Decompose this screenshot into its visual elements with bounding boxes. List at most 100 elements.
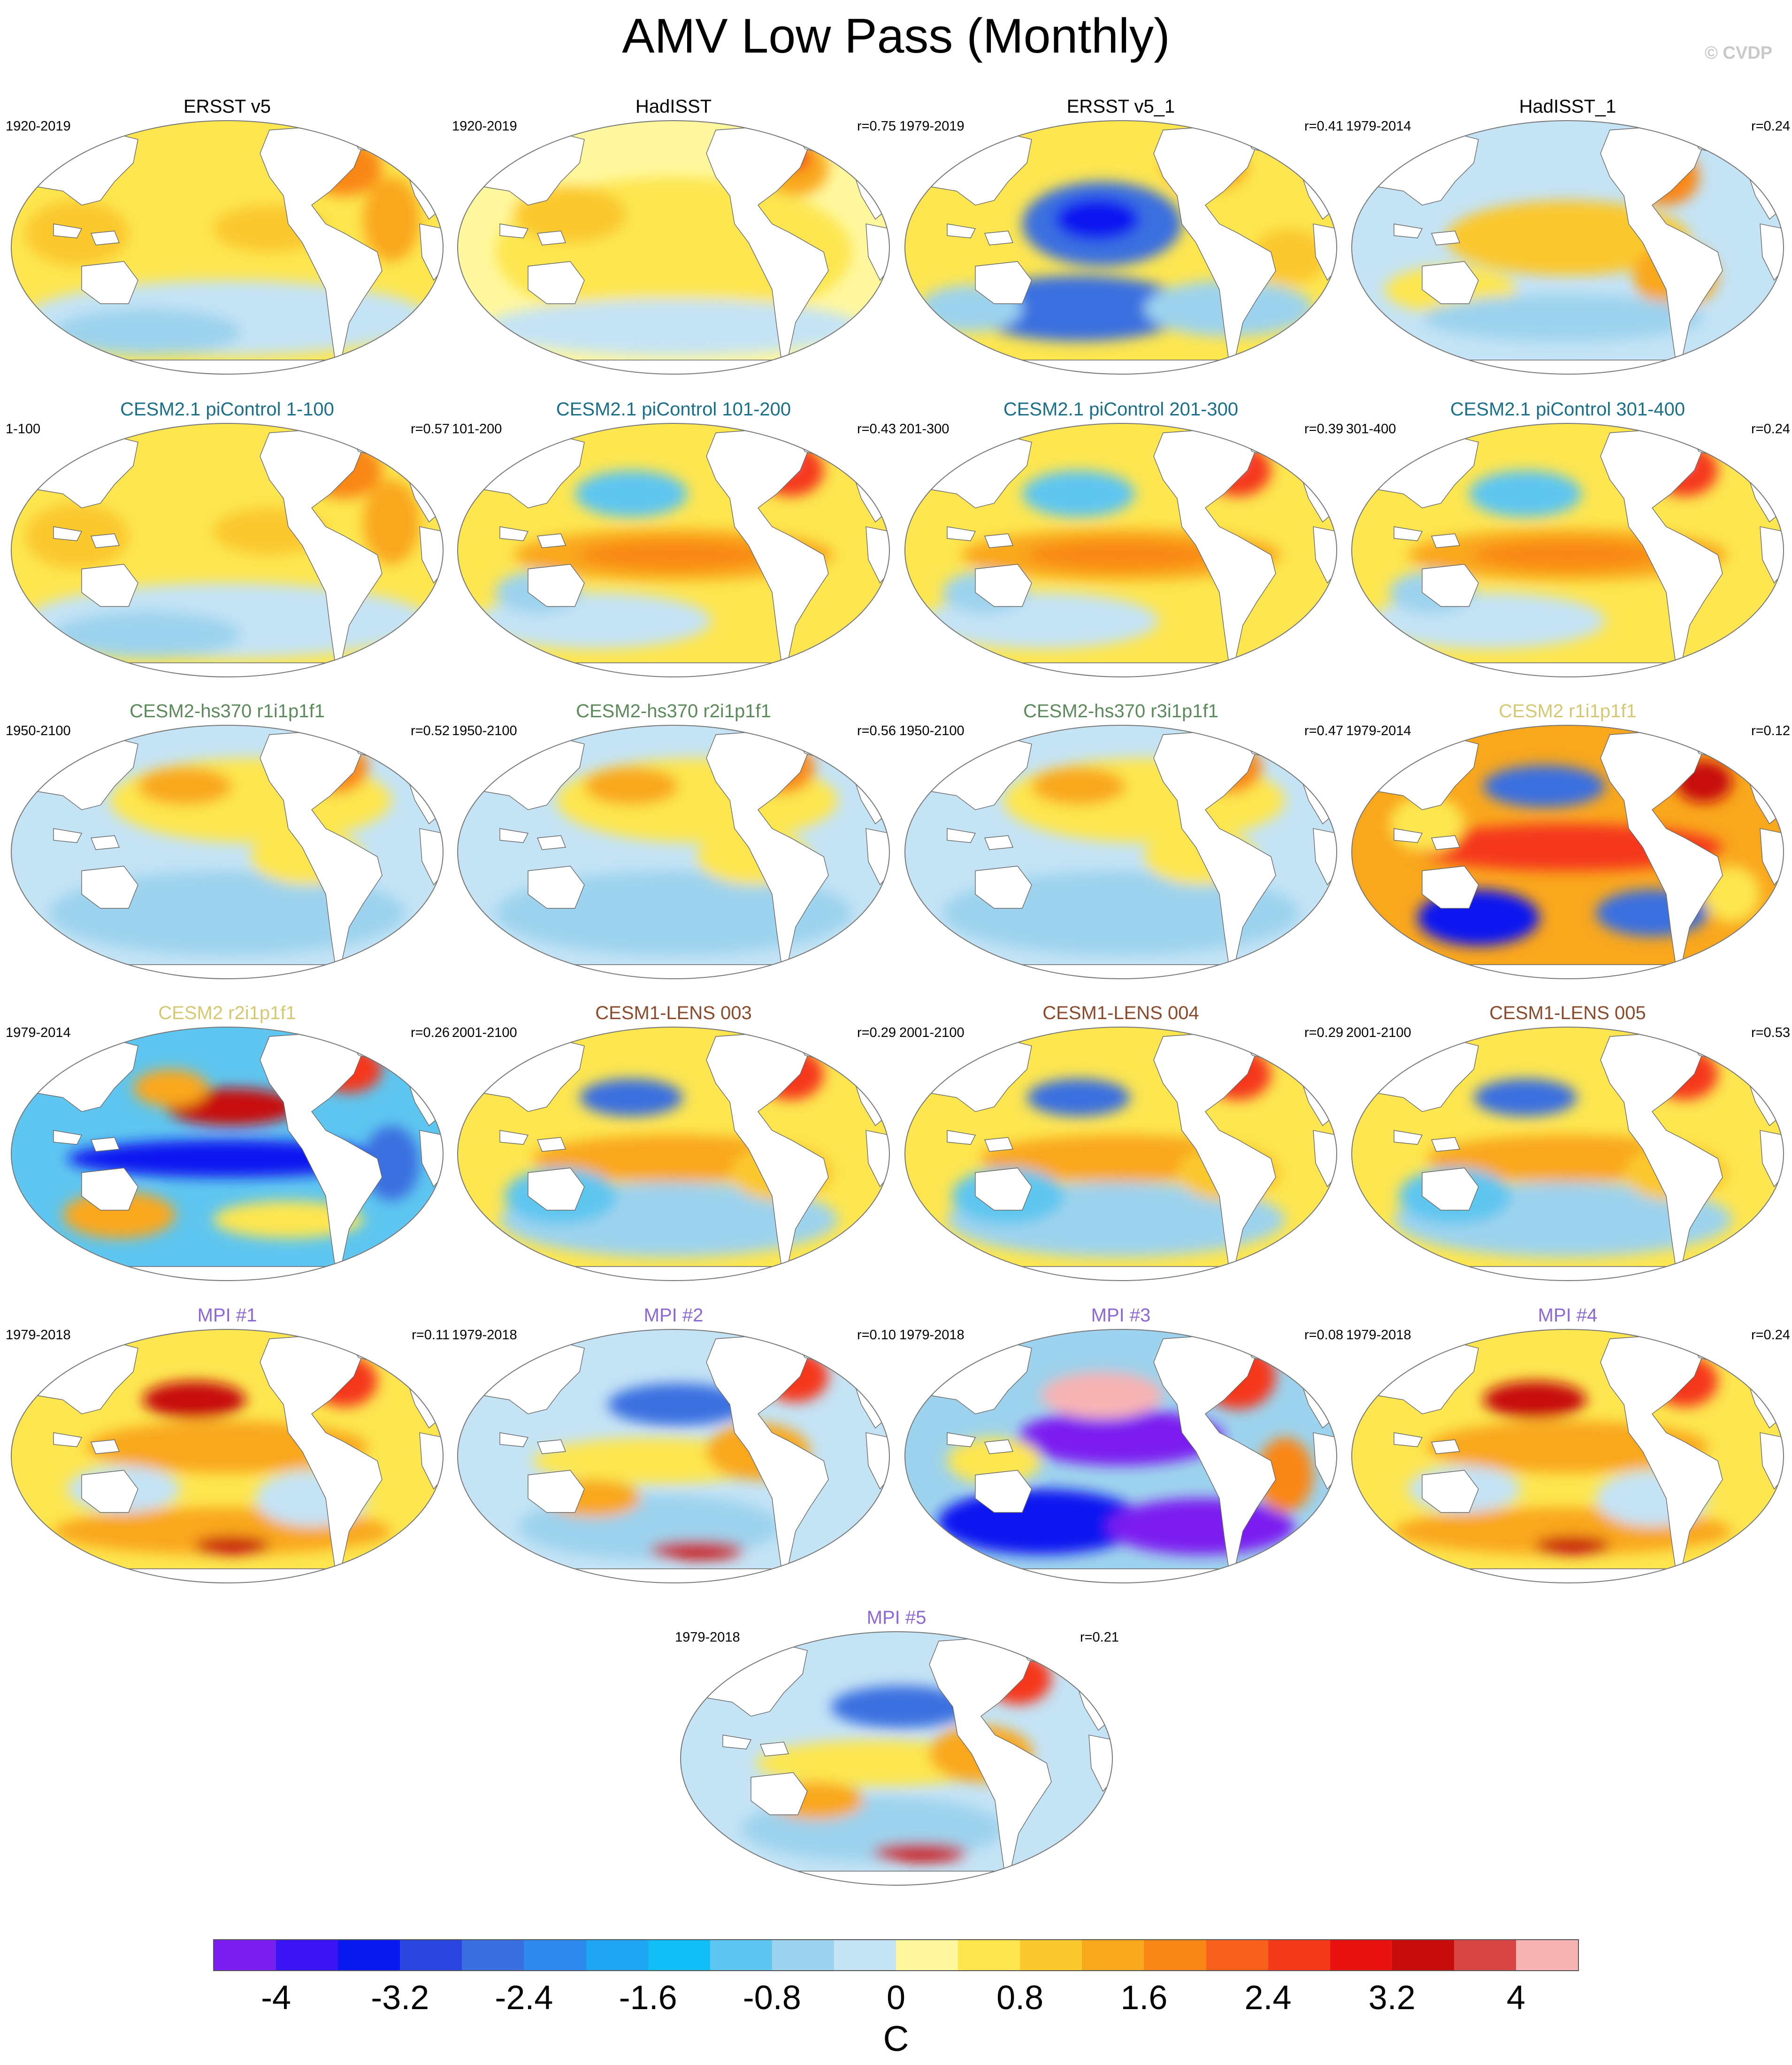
robinson-sst-map	[457, 120, 890, 375]
map-panel: HadISST 1920-2019 r=0.75	[452, 96, 896, 378]
panel-correlation: r=0.39	[1304, 422, 1343, 437]
colorbar-tick-label: -2.4	[495, 1979, 553, 2017]
robinson-sst-map	[457, 423, 890, 677]
map-panel: CESM1-LENS 003 2001-2100 r=0.29	[452, 1003, 896, 1284]
panel-correlation: r=0.10	[857, 1328, 896, 1343]
map-panel: CESM1-LENS 004 2001-2100 r=0.29	[899, 1003, 1343, 1284]
panel-correlation: r=0.11	[412, 1328, 450, 1343]
panel-period: 1950-2100	[899, 723, 965, 738]
map-panel: CESM2-hs370 r3i1p1f1 1950-2100 r=0.47	[899, 701, 1343, 983]
colorbar-tick-label: 2.4	[1244, 1979, 1292, 2017]
colorbar-swatch	[1454, 1940, 1516, 1970]
panel-period: 2001-2100	[1346, 1025, 1411, 1040]
panel-title: CESM2.1 piControl 101-200	[556, 399, 791, 420]
robinson-sst-map	[1351, 725, 1784, 979]
panel-title: CESM2.1 piControl 301-400	[1450, 399, 1685, 420]
panel-period: 1920-2019	[452, 119, 517, 134]
map-panel: MPI #5 1979-2018 r=0.21	[675, 1607, 1119, 1889]
colorbar-swatch	[1392, 1940, 1454, 1970]
colorbar-swatch	[1206, 1940, 1268, 1970]
panel-title: CESM2-hs370 r1i1p1f1	[130, 701, 325, 722]
panel-period: 201-300	[899, 422, 950, 437]
map-panel: CESM2.1 piControl 301-400 301-400 r=0.24	[1346, 399, 1790, 681]
panel-correlation: r=0.12	[1751, 723, 1790, 738]
colorbar-tick-label: -1.6	[619, 1979, 677, 2017]
map-panel: CESM2 r1i1p1f1 1979-2014 r=0.12	[1346, 701, 1790, 983]
panel-title: HadISST_1	[1519, 96, 1616, 117]
map-panel: CESM2.1 piControl 1-100 1-100 r=0.57	[6, 399, 450, 681]
colorbar-tick-label: 1.6	[1120, 1979, 1168, 2017]
panel-title: MPI #1	[197, 1305, 257, 1326]
panel-correlation: r=0.43	[857, 422, 896, 437]
colorbar-tick-label: -0.8	[743, 1979, 801, 2017]
panel-title: CESM1-LENS 005	[1489, 1003, 1646, 1023]
colorbar-swatch	[1516, 1940, 1578, 1970]
panel-title: MPI #2	[643, 1305, 704, 1326]
panel-period: 1979-2019	[899, 119, 965, 134]
colorbar-tick-label: 3.2	[1368, 1979, 1416, 2017]
colorbar-swatch	[1020, 1940, 1082, 1970]
robinson-sst-map	[904, 120, 1337, 375]
panel-correlation: r=0.52	[410, 723, 450, 738]
panel-correlation: r=0.53	[1751, 1025, 1790, 1040]
panel-period: 2001-2100	[899, 1025, 965, 1040]
panel-period: 1979-2018	[452, 1328, 517, 1343]
panel-title: CESM1-LENS 004	[1042, 1003, 1199, 1023]
panel-title: ERSST v5_1	[1066, 96, 1175, 117]
panel-period: 1920-2019	[6, 119, 71, 134]
map-panel: MPI #4 1979-2018 r=0.24	[1346, 1305, 1790, 1587]
panel-correlation: r=0.24	[1751, 1328, 1790, 1343]
colorbar-swatch	[462, 1940, 524, 1970]
panel-period: 101-200	[452, 422, 502, 437]
panel-period: 1979-2014	[6, 1025, 71, 1040]
colorbar-tick-label: -3.2	[371, 1979, 429, 2017]
robinson-sst-map	[904, 1329, 1337, 1583]
map-panel: CESM2-hs370 r2i1p1f1 1950-2100 r=0.56	[452, 701, 896, 983]
map-panel: MPI #3 1979-2018 r=0.08	[899, 1305, 1343, 1587]
map-panel: HadISST_1 1979-2014 r=0.24	[1346, 96, 1790, 378]
panel-period: 1979-2018	[1346, 1328, 1411, 1343]
panel-correlation: r=0.47	[1304, 723, 1343, 738]
map-panel: MPI #2 1979-2018 r=0.10	[452, 1305, 896, 1587]
panel-correlation: r=0.57	[410, 422, 450, 437]
panel-period: 1979-2014	[1346, 119, 1411, 134]
panel-correlation: r=0.24	[1751, 422, 1790, 437]
colorbar-swatch	[524, 1940, 586, 1970]
map-panel: CESM2-hs370 r1i1p1f1 1950-2100 r=0.52	[6, 701, 450, 983]
robinson-sst-map	[1351, 1329, 1784, 1583]
robinson-sst-map	[1351, 1027, 1784, 1281]
robinson-sst-map	[11, 1329, 444, 1583]
robinson-sst-map	[680, 1631, 1113, 1886]
colorbar-swatch	[214, 1940, 276, 1970]
colorbar-swatch	[648, 1940, 710, 1970]
panel-period: 1950-2100	[452, 723, 517, 738]
panel-title: CESM1-LENS 003	[595, 1003, 752, 1023]
panel-correlation: r=0.29	[857, 1025, 896, 1040]
panel-period: 2001-2100	[452, 1025, 517, 1040]
robinson-sst-map	[904, 1027, 1337, 1281]
panel-correlation: r=0.56	[857, 723, 896, 738]
robinson-sst-map	[11, 1027, 444, 1281]
panel-title: MPI #5	[866, 1607, 927, 1628]
map-panel: MPI #1 1979-2018 r=0.11	[6, 1305, 450, 1587]
colorbar	[213, 1939, 1579, 1971]
panel-title: CESM2-hs370 r2i1p1f1	[576, 701, 771, 722]
robinson-sst-map	[457, 1329, 890, 1583]
panel-period: 301-400	[1346, 422, 1396, 437]
colorbar-swatch	[958, 1940, 1020, 1970]
panel-correlation: r=0.29	[1304, 1025, 1343, 1040]
colorbar-tick-label: 4	[1506, 1979, 1525, 2017]
map-panel: CESM2.1 piControl 201-300 201-300 r=0.39	[899, 399, 1343, 681]
colorbar-swatch	[834, 1940, 896, 1970]
panel-title: MPI #4	[1538, 1305, 1598, 1326]
panel-correlation: r=0.75	[857, 119, 896, 134]
colorbar-tick-label: 0	[886, 1979, 906, 2017]
panel-period: 1-100	[6, 422, 41, 437]
colorbar-swatch	[896, 1940, 958, 1970]
panel-title: CESM2.1 piControl 1-100	[120, 399, 334, 420]
colorbar-units: C	[883, 2019, 909, 2059]
colorbar-swatch	[1144, 1940, 1206, 1970]
colorbar-swatch	[772, 1940, 834, 1970]
panel-period: 1950-2100	[6, 723, 71, 738]
robinson-sst-map	[11, 120, 444, 375]
